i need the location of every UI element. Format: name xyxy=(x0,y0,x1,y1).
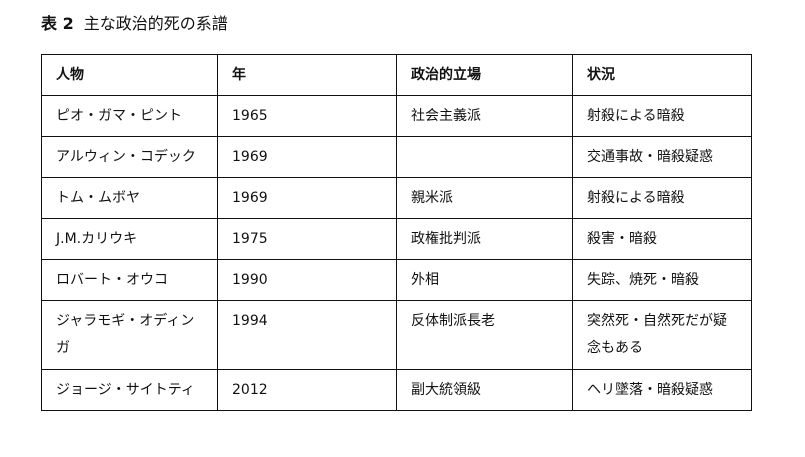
cell-person: ジョージ・サイトティ xyxy=(41,369,218,411)
cell-person: ジャラモギ・オディンガ xyxy=(41,300,218,370)
cell-person: アルウィン・コデック xyxy=(41,136,218,178)
header-person: 人物 xyxy=(41,54,218,96)
cell-position: 社会主義派 xyxy=(396,95,573,137)
table-caption: 表 2 主な政治的死の系譜 xyxy=(41,10,228,34)
cell-situation: 殺害・暗殺 xyxy=(572,218,752,260)
cell-year: 1969 xyxy=(217,136,397,178)
cell-position: 政権批判派 xyxy=(396,218,573,260)
cell-year: 1975 xyxy=(217,218,397,260)
cell-position: 反体制派長老 xyxy=(396,300,573,370)
cell-year: 1965 xyxy=(217,95,397,137)
header-position: 政治的立場 xyxy=(396,54,573,96)
cell-situation: 射殺による暗殺 xyxy=(572,95,752,137)
table-row: ピオ・ガマ・ピント 1965 社会主義派 射殺による暗殺 xyxy=(41,95,752,137)
cell-situation: 射殺による暗殺 xyxy=(572,177,752,219)
cell-year: 1969 xyxy=(217,177,397,219)
table-row: トム・ムボヤ 1969 親米派 射殺による暗殺 xyxy=(41,177,752,219)
table-number: 表 2 xyxy=(41,14,74,33)
political-deaths-table: 人物 年 政治的立場 状況 ピオ・ガマ・ピント 1965 社会主義派 射殺による… xyxy=(41,54,752,411)
cell-position: 外相 xyxy=(396,259,573,301)
cell-situation: 交通事故・暗殺疑惑 xyxy=(572,136,752,178)
cell-person: ロバート・オウコ xyxy=(41,259,218,301)
cell-year: 1994 xyxy=(217,300,397,370)
cell-person: ピオ・ガマ・ピント xyxy=(41,95,218,137)
cell-situation: ヘリ墜落・暗殺疑惑 xyxy=(572,369,752,411)
cell-year: 2012 xyxy=(217,369,397,411)
cell-situation: 突然死・自然死だが疑念もある xyxy=(572,300,752,370)
table-row: ジャラモギ・オディンガ 1994 反体制派長老 突然死・自然死だが疑念もある xyxy=(41,300,752,370)
header-year: 年 xyxy=(217,54,397,96)
header-row: 人物 年 政治的立場 状況 xyxy=(41,54,752,96)
cell-year: 1990 xyxy=(217,259,397,301)
cell-situation: 失踪、焼死・暗殺 xyxy=(572,259,752,301)
cell-person: J.M.カリウキ xyxy=(41,218,218,260)
table-row: ジョージ・サイトティ 2012 副大統領級 ヘリ墜落・暗殺疑惑 xyxy=(41,369,752,411)
header-situation: 状況 xyxy=(572,54,752,96)
table-row: アルウィン・コデック 1969 交通事故・暗殺疑惑 xyxy=(41,136,752,178)
table-title: 主な政治的死の系譜 xyxy=(83,14,228,33)
cell-person: トム・ムボヤ xyxy=(41,177,218,219)
cell-position: 副大統領級 xyxy=(396,369,573,411)
cell-position xyxy=(396,136,573,178)
table-row: J.M.カリウキ 1975 政権批判派 殺害・暗殺 xyxy=(41,218,752,260)
table-row: ロバート・オウコ 1990 外相 失踪、焼死・暗殺 xyxy=(41,259,752,301)
cell-position: 親米派 xyxy=(396,177,573,219)
